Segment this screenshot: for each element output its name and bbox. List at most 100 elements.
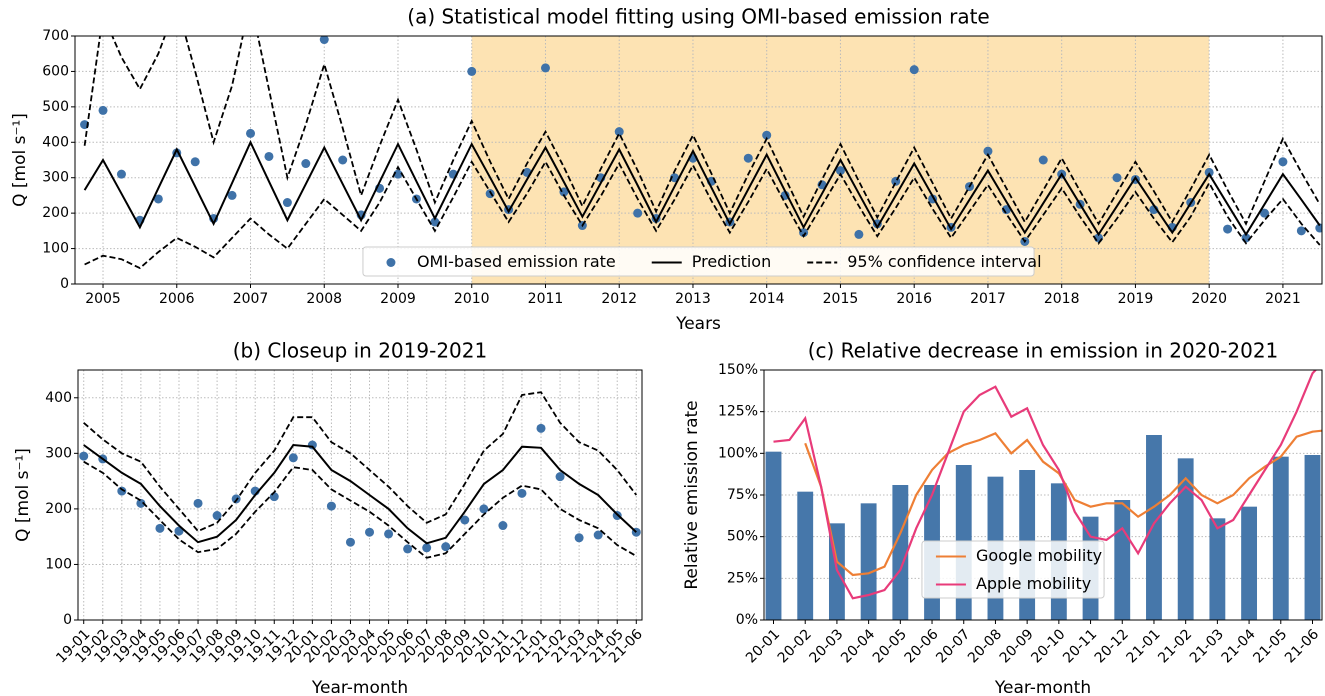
- y-tick-label: 400: [45, 390, 72, 406]
- data-point: [479, 504, 489, 514]
- legend-label: Google mobility: [976, 546, 1102, 565]
- bar: [797, 491, 814, 620]
- bar: [1272, 456, 1289, 620]
- data-point: [301, 159, 311, 169]
- x-tick-label: 21-05: [1250, 626, 1290, 666]
- x-tick-label: 2016: [896, 291, 932, 307]
- data-point: [288, 453, 298, 463]
- bar: [1114, 500, 1131, 620]
- data-point: [854, 229, 864, 239]
- y-tick-label: 100: [42, 241, 69, 257]
- data-point: [403, 544, 413, 554]
- data-point: [835, 166, 845, 176]
- axes-frame: [77, 369, 643, 621]
- y-tick-label: 100%: [718, 445, 758, 461]
- data-point: [536, 423, 546, 433]
- x-tick-label: 2006: [159, 291, 195, 307]
- x-tick-label: 2008: [306, 291, 342, 307]
- ci-upper: [83, 36, 1321, 226]
- data-point: [1038, 155, 1048, 165]
- data-point: [762, 130, 772, 140]
- data-point: [282, 198, 292, 208]
- chart-panel: (a) Statistical model fitting using OMI-…: [10, 5, 1323, 334]
- legend: OMI-based emission rate Prediction 95% con…: [362, 246, 1042, 277]
- x-tick-label: 2015: [823, 291, 859, 307]
- data-point: [365, 527, 375, 537]
- y-tick-label: 25%: [727, 570, 758, 586]
- data-point: [384, 529, 394, 539]
- ci-lower: [83, 460, 637, 559]
- data-point: [345, 537, 355, 547]
- axes-frame: [763, 369, 1323, 621]
- bar: [1241, 506, 1258, 620]
- x-tick-label: 20-06: [902, 626, 942, 666]
- legend-label: 95% confidence interval: [847, 252, 1041, 271]
- data-point: [485, 189, 495, 199]
- data-point: [231, 494, 241, 504]
- x-tick-label: 2020: [1191, 291, 1227, 307]
- data-point: [393, 169, 403, 179]
- data-point: [1259, 208, 1269, 218]
- data-point: [136, 498, 146, 508]
- y-tick-label: 0%: [736, 612, 758, 628]
- bar: [1177, 458, 1194, 620]
- data-point: [593, 530, 603, 540]
- y-tick-label: 200: [45, 501, 72, 517]
- data-point: [891, 176, 901, 186]
- bar: [860, 503, 877, 620]
- y-tick-label: 500: [42, 99, 69, 115]
- data-point: [909, 65, 919, 75]
- x-tick-label: 20-01: [743, 626, 783, 666]
- data-point: [574, 533, 584, 543]
- x-tick-label: 2013: [675, 291, 711, 307]
- mobility-line: [804, 429, 1322, 577]
- x-tick-label: 20-07: [933, 626, 973, 666]
- data-point: [246, 128, 256, 138]
- x-tick-label: 20-02: [775, 626, 815, 666]
- data-point: [983, 146, 993, 156]
- data-point: [460, 515, 470, 525]
- x-tick-label: 2018: [1044, 291, 1080, 307]
- data-point: [1223, 224, 1233, 234]
- y-tick-label: 700: [42, 28, 69, 44]
- x-tick-label: 20-10: [1028, 626, 1068, 666]
- chart-title: (a) Statistical model fitting using OMI-…: [407, 5, 989, 29]
- x-tick-label: 2021: [1265, 291, 1301, 307]
- y-tick-label: 300: [45, 445, 72, 461]
- legend-label: Apple mobility: [976, 574, 1091, 593]
- data-point: [319, 36, 329, 45]
- bar: [1304, 455, 1321, 620]
- legend: Google mobility Apple mobility: [921, 540, 1105, 599]
- data-point: [98, 105, 108, 115]
- y-tick-label: 150%: [718, 362, 758, 378]
- data-point: [79, 451, 89, 461]
- x-tick-label: 20-12: [1092, 626, 1132, 666]
- data-point: [326, 501, 336, 511]
- x-tick-label: 21-02: [1155, 626, 1195, 666]
- x-tick-label: 20-08: [965, 626, 1005, 666]
- y-tick-label: 600: [42, 63, 69, 79]
- prediction-line: [83, 443, 637, 545]
- mobility-line: [773, 370, 1318, 600]
- x-tick-label: 2007: [233, 291, 269, 307]
- bar: [1209, 518, 1226, 620]
- x-tick-label: 21-01: [1124, 626, 1164, 666]
- legend-box: [362, 246, 1035, 277]
- x-tick-label: 20-05: [870, 626, 910, 666]
- x-tick-label: 2011: [528, 291, 564, 307]
- data-point: [117, 486, 127, 496]
- y-axis-label: Q [mol s⁻¹]: [13, 448, 33, 542]
- y-tick-label: 0: [63, 612, 72, 628]
- data-point: [441, 542, 451, 552]
- x-tick-label: 20-11: [1060, 626, 1100, 666]
- data-point: [743, 153, 753, 163]
- chart-panel: (b) Closeup in 2019-2021 Year-month Q [mol…: [13, 339, 646, 696]
- data-point: [467, 66, 477, 76]
- x-tick-label: 2005: [85, 291, 121, 307]
- data-point: [555, 472, 565, 482]
- x-tick-label: 2019: [1118, 291, 1154, 307]
- y-tick-label: 300: [42, 170, 69, 186]
- x-tick-label: 20-04: [838, 626, 878, 666]
- data-point: [540, 63, 550, 73]
